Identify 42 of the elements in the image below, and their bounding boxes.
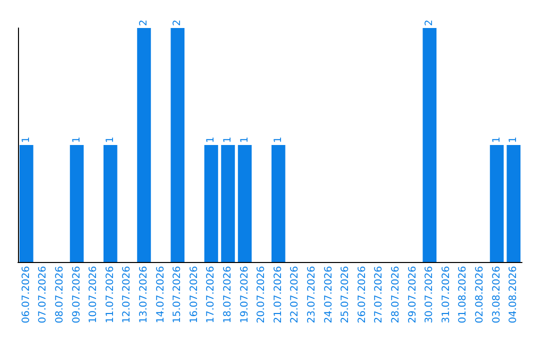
x-tick-label: 15.07.2026 xyxy=(172,266,184,324)
data-label: 1 xyxy=(272,136,284,143)
x-tick-label: 20.07.2026 xyxy=(256,266,268,324)
x-tick-label: 03.08.2026 xyxy=(491,266,502,324)
x-tick-label: 09.07.2026 xyxy=(71,266,82,324)
x-tick-label: 17.07.2026 xyxy=(206,266,217,324)
x-tick-label: 10.07.2026 xyxy=(88,266,100,324)
x-tick-label: 19.07.2026 xyxy=(239,266,250,324)
data-label: 2 xyxy=(424,20,436,26)
x-tick-label: 18.07.2026 xyxy=(222,266,234,324)
data-label: 1 xyxy=(71,136,82,143)
x-tick-label: 30.07.2026 xyxy=(424,266,436,324)
data-label: 2 xyxy=(138,20,150,26)
x-tick-label: 14.07.2026 xyxy=(155,266,166,324)
x-tick-label: 23.07.2026 xyxy=(306,266,318,324)
x-tick-label: 13.07.2026 xyxy=(138,266,150,324)
x-tick-label: 02.08.2026 xyxy=(474,266,486,324)
x-tick-label: 04.08.2026 xyxy=(508,266,520,324)
data-label: 1 xyxy=(491,136,502,143)
data-label: 2 xyxy=(172,20,184,26)
x-tick-label: 21.07.2026 xyxy=(272,266,284,324)
x-tick-label: 16.07.2026 xyxy=(188,266,200,324)
data-label: 1 xyxy=(206,136,217,143)
data-label: 1 xyxy=(20,136,32,143)
x-tick-label: 08.07.2026 xyxy=(54,266,66,324)
x-tick-label: 11.07.2026 xyxy=(104,266,116,324)
data-label: 1 xyxy=(104,136,116,143)
x-tick-label: 27.07.2026 xyxy=(374,266,385,324)
x-tick-label: 25.07.2026 xyxy=(340,266,352,324)
x-tick-label: 29.07.2026 xyxy=(407,266,418,324)
x-tick-label: 01.08.2026 xyxy=(458,266,469,324)
data-label: 1 xyxy=(222,136,234,143)
x-tick-label: 24.07.2026 xyxy=(323,266,334,324)
x-tick-label: 22.07.2026 xyxy=(290,266,301,324)
x-tick-label: 06.07.2026 xyxy=(20,266,32,324)
x-tick-label: 07.07.2026 xyxy=(38,266,49,324)
x-tick-label: 12.07.2026 xyxy=(122,266,133,324)
x-tick-label: 31.07.2026 xyxy=(440,266,452,324)
x-tick-label: 28.07.2026 xyxy=(390,266,402,324)
data-label: 1 xyxy=(508,136,520,143)
x-tick-label: 26.07.2026 xyxy=(356,266,368,324)
data-label: 1 xyxy=(239,136,250,143)
